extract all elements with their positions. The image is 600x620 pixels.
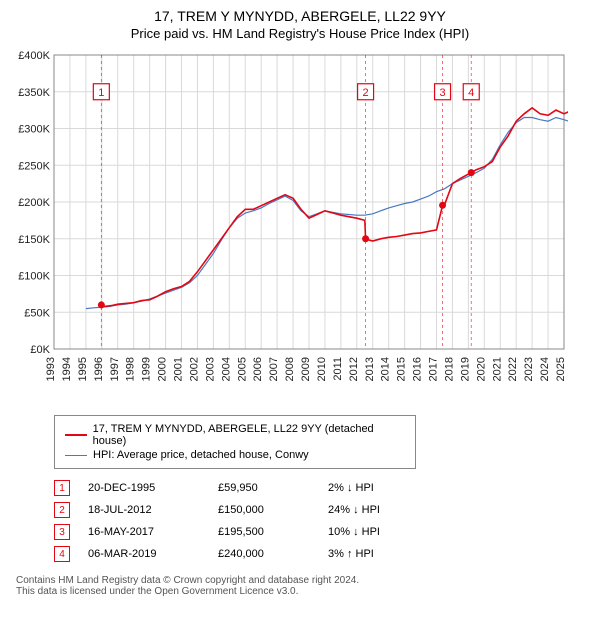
legend-swatch [65,455,87,456]
chart-area: £0K £50K £100K £150K £200K £250K £300K £350K £40… [8,49,592,409]
chart-subtitle: Price paid vs. HM Land Registry's House … [8,26,592,41]
chart-title: 17, TREM Y MYNYDD, ABERGELE, LL22 9YY [8,8,592,24]
svg-text:2013: 2013 [364,357,376,381]
svg-text:2001: 2001 [173,357,185,381]
svg-text:2: 2 [363,87,369,99]
svg-text:2008: 2008 [284,357,296,381]
svg-text:2011: 2011 [332,357,344,381]
transaction-row: 4 06-MAR-2019£240,0003% ↑ HPI [54,543,592,565]
transaction-date: 18-JUL-2012 [88,504,218,516]
svg-text:4: 4 [468,87,474,99]
svg-text:2015: 2015 [396,357,408,381]
svg-text:2023: 2023 [523,357,535,381]
legend-label: HPI: Average price, detached house, Conw… [93,449,309,461]
svg-text:1998: 1998 [125,357,137,381]
transaction-marker: 1 [54,480,70,496]
svg-text:2025: 2025 [555,357,567,381]
svg-text:£100K: £100K [18,271,50,283]
transaction-row: 3 16-MAY-2017£195,50010% ↓ HPI [54,521,592,543]
svg-text:2012: 2012 [348,357,360,381]
footer: Contains HM Land Registry data © Crown c… [16,575,592,597]
transaction-price: £240,000 [218,548,328,560]
svg-text:2014: 2014 [380,357,392,381]
transaction-marker: 3 [54,524,70,540]
transaction-diff: 24% ↓ HPI [328,504,428,516]
legend-item: HPI: Average price, detached house, Conw… [65,448,405,462]
transaction-price: £150,000 [218,504,328,516]
svg-text:2006: 2006 [252,357,264,381]
svg-text:3: 3 [439,87,445,99]
svg-text:£400K: £400K [18,50,50,62]
svg-text:2022: 2022 [507,357,519,381]
footer-line-1: Contains HM Land Registry data © Crown c… [16,575,592,586]
svg-text:1994: 1994 [61,357,73,381]
svg-text:£150K: £150K [18,234,50,246]
legend-item: 17, TREM Y MYNYDD, ABERGELE, LL22 9YY (d… [65,422,405,448]
transaction-marker: 4 [54,546,70,562]
transaction-date: 06-MAR-2019 [88,548,218,560]
transaction-diff: 10% ↓ HPI [328,526,428,538]
transaction-price: £59,950 [218,482,328,494]
legend-swatch [65,434,87,436]
svg-text:£350K: £350K [18,87,50,99]
svg-text:£250K: £250K [18,160,50,172]
svg-text:2016: 2016 [412,357,424,381]
svg-text:2017: 2017 [428,357,440,381]
svg-text:2005: 2005 [236,357,248,381]
svg-text:1996: 1996 [93,357,105,381]
footer-line-2: This data is licensed under the Open Gov… [16,586,592,597]
transaction-row: 2 18-JUL-2012£150,00024% ↓ HPI [54,499,592,521]
line-chart: £0K £50K £100K £150K £200K £250K £300K £350K £40… [8,49,568,409]
transaction-price: £195,500 [218,526,328,538]
svg-text:2004: 2004 [220,357,232,381]
transaction-diff: 2% ↓ HPI [328,482,428,494]
svg-text:1997: 1997 [109,357,121,381]
svg-text:1993: 1993 [45,357,57,381]
transaction-date: 16-MAY-2017 [88,526,218,538]
transaction-date: 20-DEC-1995 [88,482,218,494]
transactions-table: 120-DEC-1995£59,9502% ↓ HPI218-JUL-2012£… [54,477,592,565]
transaction-row: 1 20-DEC-1995£59,9502% ↓ HPI [54,477,592,499]
svg-text:2019: 2019 [459,357,471,381]
legend-label: 17, TREM Y MYNYDD, ABERGELE, LL22 9YY (d… [93,423,405,447]
svg-text:£50K: £50K [24,307,50,319]
svg-text:£0K: £0K [30,344,50,356]
svg-text:2018: 2018 [443,357,455,381]
svg-text:2024: 2024 [539,357,551,381]
svg-text:2007: 2007 [268,357,280,381]
svg-text:2010: 2010 [316,357,328,381]
svg-text:1995: 1995 [77,357,89,381]
transaction-diff: 3% ↑ HPI [328,548,428,560]
svg-text:1: 1 [98,87,104,99]
svg-text:2002: 2002 [188,357,200,381]
svg-text:1999: 1999 [141,357,153,381]
svg-text:2020: 2020 [475,357,487,381]
svg-text:2009: 2009 [300,357,312,381]
svg-text:2003: 2003 [204,357,216,381]
legend: 17, TREM Y MYNYDD, ABERGELE, LL22 9YY (d… [54,415,416,469]
svg-text:£300K: £300K [18,124,50,136]
svg-text:2021: 2021 [491,357,503,381]
svg-text:£200K: £200K [18,197,50,209]
transaction-marker: 2 [54,502,70,518]
svg-text:2000: 2000 [157,357,169,381]
